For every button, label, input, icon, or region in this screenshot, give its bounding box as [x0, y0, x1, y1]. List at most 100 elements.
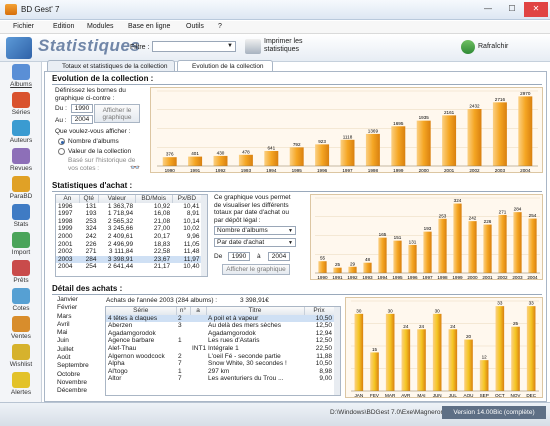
table-row[interactable]: Altor 7 Les aventuriers du Trou ... 9,00: [106, 375, 334, 383]
data-label: 271: [499, 209, 507, 214]
detail-table[interactable]: Série n° a Titre Prix 4 têtes à claques 2 A po…: [105, 306, 341, 396]
tab-evolution[interactable]: Evolution de la collection: [177, 60, 273, 71]
bar-1992: [348, 266, 357, 273]
month-item[interactable]: Juin: [57, 337, 69, 345]
refresh-button[interactable]: Rafraîchir: [478, 43, 509, 50]
column-header[interactable]: Qté: [79, 195, 99, 203]
tab-totaux[interactable]: Totaux et statistiques de la collection: [47, 60, 175, 71]
table-row[interactable]: 2001 226 2 496,99 18,83 11,05: [56, 241, 202, 249]
table-scrollbar[interactable]: [201, 195, 207, 276]
radio-value[interactable]: [58, 148, 65, 155]
radio-albums[interactable]: [58, 138, 65, 145]
table-row[interactable]: Alpha 7 Snow White, 30 secondes ! 10,50: [106, 360, 334, 368]
data-label: 376: [166, 152, 174, 157]
table-row[interactable]: 2000 242 2 409,61 20,17 9,96: [56, 233, 202, 241]
print-button[interactable]: Imprimer les statistiques: [264, 38, 303, 53]
column-header[interactable]: An: [56, 195, 80, 203]
mode-select[interactable]: Nombre d'albums ▼: [214, 226, 296, 235]
month-list[interactable]: Janvier Février Mars Avril Mai Juin Juillet Aoû…: [55, 296, 102, 396]
table-row[interactable]: 1999 324 3 245,66 27,00 10,02: [56, 225, 202, 233]
month-item[interactable]: Août: [57, 354, 71, 362]
sidebar-item-albums[interactable]: Albums: [2, 64, 40, 88]
tick-label: 2001: [444, 168, 455, 173]
data-label: 33: [497, 301, 503, 306]
month-item[interactable]: Mars: [57, 312, 72, 320]
a-year-input[interactable]: 2004: [268, 252, 290, 261]
tick-label: 1994: [266, 168, 277, 173]
bar-1998: [365, 133, 380, 166]
minimize-button[interactable]: —: [484, 4, 492, 13]
table-cell: Agence barbare: [108, 337, 155, 345]
tick-label: JAN: [354, 393, 363, 398]
column-header[interactable]: Titre: [206, 307, 305, 315]
menu-base-en-ligne[interactable]: Base en ligne: [128, 23, 171, 30]
month-item[interactable]: Avril: [57, 320, 70, 328]
sidebar-item-ventes[interactable]: Ventes: [2, 316, 40, 340]
table-row[interactable]: 1998 253 2 565,32 21,08 10,14: [56, 218, 202, 226]
table-row[interactable]: 2004 254 2 641,44 21,17 10,40: [56, 263, 202, 271]
data-label: 25: [335, 262, 341, 267]
column-header[interactable]: Px/BD: [172, 195, 203, 203]
month-item[interactable]: Mai: [57, 329, 68, 337]
printer-icon[interactable]: [245, 39, 261, 54]
close-button[interactable]: ✕: [524, 2, 548, 17]
menu-outils[interactable]: Outils: [186, 23, 204, 30]
month-item[interactable]: Octobre: [57, 370, 81, 378]
sidebar-item-revues[interactable]: Revues: [2, 148, 40, 172]
table-row[interactable]: Algernon woodcock 2 L'oeil Fé - seconde pa…: [106, 353, 334, 361]
filter-select[interactable]: ▼: [152, 41, 236, 52]
table-cell: [190, 314, 206, 323]
table-row[interactable]: Al'togo 1 297 km 8,98: [106, 368, 334, 376]
menu-fichier[interactable]: Fichier: [13, 23, 35, 30]
month-item[interactable]: Février: [57, 304, 78, 312]
month-item[interactable]: Septembre: [57, 362, 89, 370]
refresh-icon[interactable]: [461, 40, 475, 54]
sidebar-item-import[interactable]: Import: [2, 232, 40, 256]
month-item[interactable]: Janvier: [57, 296, 78, 303]
sidebar-item-auteurs[interactable]: Auteurs: [2, 120, 40, 144]
table-row[interactable]: 2003 284 3 398,91 23,67 11,97: [56, 255, 202, 264]
table-cell: 10,40: [183, 263, 200, 271]
show-chart-button[interactable]: Afficher le graphique: [94, 104, 140, 123]
table-row[interactable]: 2002 271 3 111,84 22,58 11,48: [56, 248, 202, 256]
to-year-input[interactable]: 2004: [71, 115, 93, 124]
menu-edition[interactable]: Edition: [53, 23, 75, 30]
month-item[interactable]: Juillet: [57, 345, 74, 353]
month-item[interactable]: Décembre: [57, 387, 87, 395]
table-row[interactable]: 1996 131 1 363,78 10,92 10,41: [56, 203, 202, 211]
table-row[interactable]: Alef-Thau INT1 Intégrale 1 22,50: [106, 345, 334, 353]
column-header[interactable]: Série: [106, 307, 177, 315]
data-label: 1695: [393, 121, 404, 126]
table-scrollbar[interactable]: [334, 307, 340, 395]
table-row[interactable]: Agence barbare 1 Les rues d'Astaris 12,50: [106, 337, 334, 345]
date-mode-select[interactable]: Par date d'achat ▼: [214, 238, 296, 247]
de-year-input[interactable]: 1990: [228, 252, 250, 261]
sidebar-item-parabd[interactable]: ParaBD: [2, 176, 40, 200]
table-row[interactable]: 4 têtes à claques 2 A poil et à vapeur 10,5…: [106, 314, 334, 323]
table-row[interactable]: Agadamgorodok Agadamgorodok 12,94: [106, 330, 334, 338]
menu-help[interactable]: ?: [218, 23, 222, 30]
data-label: 401: [191, 151, 199, 156]
column-header[interactable]: a: [190, 307, 207, 315]
sidebar-item-cotes[interactable]: Cotes: [2, 288, 40, 312]
month-item[interactable]: Novembre: [57, 378, 87, 386]
sidebar-item-sries[interactable]: Séries: [2, 92, 40, 116]
menu-modules[interactable]: Modules: [87, 23, 114, 30]
data-label: 1118: [343, 134, 353, 139]
table-cell: 11,88: [316, 352, 332, 360]
parabd-icon: [12, 176, 30, 192]
sidebar-item-wishlist[interactable]: Wishlist: [2, 344, 40, 368]
maximize-button[interactable]: ☐: [508, 4, 516, 13]
purchase-show-button[interactable]: Afficher le graphique: [222, 264, 290, 275]
column-header[interactable]: n°: [176, 307, 191, 315]
from-year-input[interactable]: 1990: [71, 104, 93, 113]
table-row[interactable]: Aberzen 3 Au delà des mers sèches 12,50: [106, 322, 334, 330]
column-header[interactable]: BD/Mois: [135, 195, 173, 203]
table-row[interactable]: 1997 193 1 718,94 16,08 8,91: [56, 210, 202, 218]
sidebar-item-prts[interactable]: Prêts: [2, 260, 40, 284]
sidebar-item-alertes[interactable]: Alertes: [2, 372, 40, 396]
column-header[interactable]: Valeur: [98, 195, 136, 203]
column-header[interactable]: Prix: [304, 307, 335, 315]
purchase-table[interactable]: An Qté Valeur BD/Mois Px/BD 1996 131 1 363,78 1…: [55, 194, 208, 277]
sidebar-item-stats[interactable]: Stats: [2, 204, 40, 228]
